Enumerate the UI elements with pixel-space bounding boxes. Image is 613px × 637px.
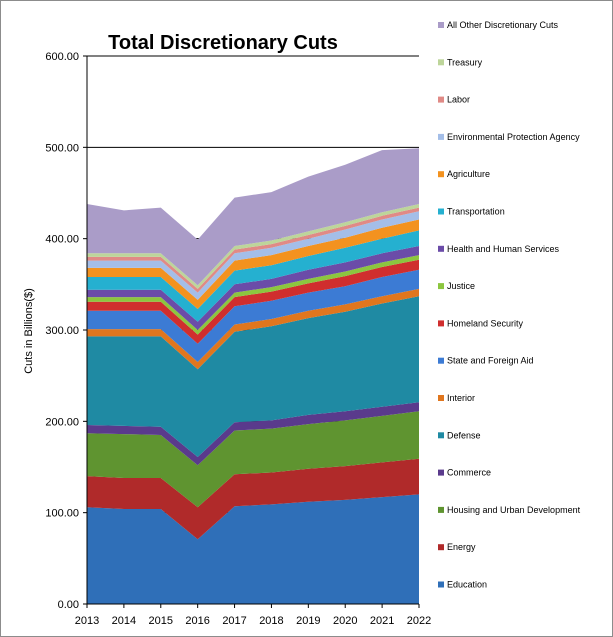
area-education: [87, 494, 419, 604]
legend-swatch-housing-and-urban-development: [438, 506, 444, 513]
x-tick-label: 2021: [370, 615, 394, 627]
area-energy: [87, 458, 419, 540]
legend-label-interior: Interior: [447, 393, 475, 403]
area-environmental-protection-agency: [87, 211, 419, 300]
legend-swatch-state-and-foreign-aid: [438, 357, 444, 364]
area-housing-and-urban-development: [87, 411, 419, 508]
y-tick-label: 500.00: [45, 142, 79, 154]
legend-label-commerce: Commerce: [447, 468, 491, 478]
legend-label-state-and-foreign-aid: State and Foreign Aid: [447, 356, 534, 366]
area-treasury: [87, 204, 419, 289]
legend-label-defense: Defense: [447, 430, 481, 440]
legend-label-health-and-human-services: Health and Human Services: [447, 244, 560, 254]
chart-title: Total Discretionary Cuts: [108, 32, 338, 54]
legend-label-education: Education: [447, 580, 487, 590]
legend-swatch-education: [438, 581, 444, 588]
area-labor: [87, 207, 419, 293]
area-interior: [87, 288, 419, 370]
area-defense: [87, 296, 419, 457]
area-homeland-security: [87, 259, 419, 344]
legend: All Other Discretionary Cuts Treasury Labo…: [438, 20, 581, 590]
legend-label-labor: Labor: [447, 95, 470, 105]
legend-label-environmental-protection-agency: Environmental Protection Agency: [447, 132, 580, 142]
y-tick-label: 300.00: [45, 325, 79, 337]
legend-swatch-commerce: [438, 469, 444, 476]
area-health-and-human-services: [87, 246, 419, 330]
area-series: [87, 148, 419, 604]
y-tick-label: 400.00: [45, 234, 79, 246]
legend-label-energy: Energy: [447, 542, 476, 552]
x-tick-label: 2018: [259, 615, 283, 627]
legend-label-agriculture: Agriculture: [447, 169, 490, 179]
x-tick-label: 2022: [407, 615, 431, 627]
y-tick-label: 0.00: [58, 599, 79, 611]
x-tick-label: 2019: [296, 615, 320, 627]
legend-swatch-all-other-discretionary-cuts: [438, 22, 444, 28]
legend-label-treasury: Treasury: [447, 57, 483, 67]
legend-swatch-environmental-protection-agency: [438, 133, 444, 140]
area-commerce: [87, 402, 419, 466]
area-all-other-discretionary-cuts: [87, 148, 419, 286]
x-axis-ticks: 2013 2014 2015 2016 2017 2018 2019 2020 2021 2022: [75, 604, 431, 627]
y-tick-label: 200.00: [45, 416, 79, 428]
area-justice: [87, 255, 419, 335]
x-tick-label: 2013: [75, 615, 99, 627]
legend-swatch-interior: [438, 395, 444, 401]
area-transportation: [87, 230, 419, 322]
legend-swatch-transportation: [438, 208, 444, 215]
legend-swatch-energy: [438, 544, 444, 551]
area-state-and-foreign-aid: [87, 269, 419, 362]
x-tick-label: 2017: [222, 615, 246, 627]
y-axis-ticks: 0.00 100.00 200.00 300.00 400.00 500.00 600.00: [45, 51, 87, 611]
legend-swatch-agriculture: [438, 171, 444, 178]
x-tick-label: 2015: [149, 615, 173, 627]
legend-label-justice: Justice: [447, 281, 475, 291]
legend-swatch-health-and-human-services: [438, 245, 444, 252]
y-tick-label: 600.00: [45, 51, 79, 63]
y-axis-label: Cuts in Billions($): [23, 288, 35, 374]
legend-swatch-defense: [438, 432, 444, 439]
legend-swatch-treasury: [438, 59, 444, 66]
legend-swatch-homeland-security: [438, 320, 444, 327]
legend-swatch-labor: [438, 96, 444, 103]
legend-label-all-other-discretionary-cuts: All Other Discretionary Cuts: [447, 20, 559, 30]
y-tick-label: 100.00: [45, 508, 79, 520]
legend-swatch-justice: [438, 283, 444, 290]
legend-label-homeland-security: Homeland Security: [447, 318, 524, 328]
x-tick-label: 2020: [333, 615, 357, 627]
x-tick-label: 2016: [185, 615, 209, 627]
legend-label-housing-and-urban-development: Housing and Urban Development: [447, 505, 581, 515]
x-tick-label: 2014: [112, 615, 136, 627]
legend-label-transportation: Transportation: [447, 207, 505, 217]
area-agriculture: [87, 219, 419, 309]
